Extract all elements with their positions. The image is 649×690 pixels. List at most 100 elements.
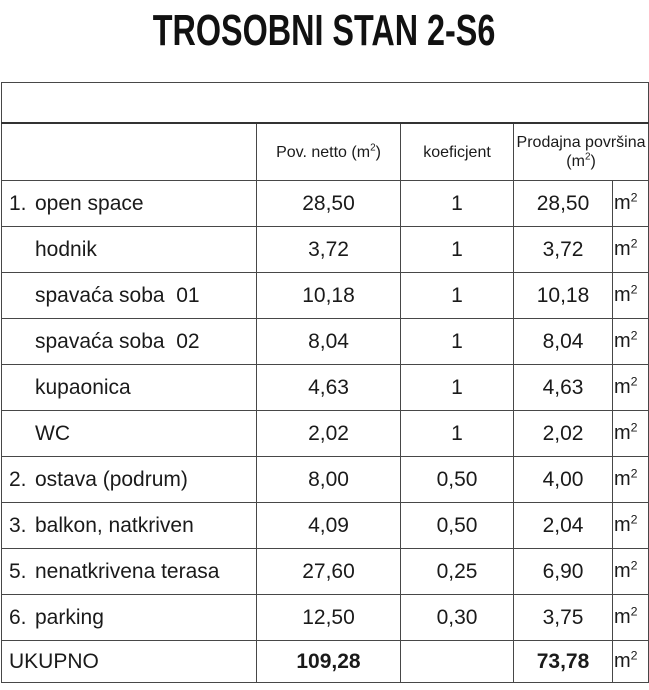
header-pov-netto: Pov. netto (m2): [256, 122, 401, 181]
unit-sup: 2: [630, 648, 638, 663]
unit-cell: m2: [611, 548, 649, 595]
unit-cell: m2: [611, 226, 649, 273]
netto-value: 4,09: [256, 502, 401, 549]
koeficjent-value: 1: [400, 180, 514, 227]
total-netto-value: 109,28: [256, 640, 401, 683]
unit-m: m: [614, 422, 631, 444]
row-label: WC: [1, 410, 257, 457]
netto-value: 4,63: [256, 364, 401, 411]
unit-cell: m2: [611, 180, 649, 227]
row-name: spavaća soba 01: [35, 283, 200, 307]
koeficjent-value: 0,50: [400, 456, 514, 503]
row-number: 5.: [9, 559, 27, 583]
prodajna-value: 8,04: [513, 318, 613, 365]
header-pov-netto-sup: 2: [370, 142, 376, 154]
unit-cell: m2: [611, 272, 649, 319]
header-prodajna-povrsina: Prodajna površina (m2): [512, 122, 649, 181]
table-total-row: UKUPNO 109,28 73,78 m2: [1, 640, 649, 683]
unit-sup: 2: [630, 420, 638, 435]
row-number: 2.: [9, 467, 27, 491]
koeficjent-value: 1: [400, 410, 514, 457]
koeficjent-value: 1: [400, 272, 514, 319]
unit-cell: m2: [611, 594, 649, 641]
netto-value: 3,72: [256, 226, 401, 273]
row-name: ostava (podrum): [35, 467, 188, 491]
prodajna-value: 2,04: [513, 502, 613, 549]
row-label: kupaonica: [1, 364, 257, 411]
table-row: 6. parking 12,50 0,30 3,75 m2: [1, 594, 649, 641]
unit-m: m: [614, 560, 631, 582]
total-prodajna-value: 73,78: [513, 640, 613, 683]
table-row: 3. balkon, natkriven 4,09 0,50 2,04 m2: [1, 502, 649, 549]
koeficjent-value: 1: [400, 318, 514, 365]
table-row: spavaća soba 02 8,04 1 8,04 m2: [1, 318, 649, 365]
prodajna-value: 28,50: [513, 180, 613, 227]
header-prodajna-line1: Prodajna površina: [516, 134, 646, 151]
row-label: 5. nenatkrivena terasa: [1, 548, 257, 595]
table-row: hodnik 3,72 1 3,72 m2: [1, 226, 649, 273]
koeficjent-value: 1: [400, 226, 514, 273]
table-row: 2. ostava (podrum) 8,00 0,50 4,00 m2: [1, 456, 649, 503]
row-name: parking: [35, 605, 104, 629]
unit-m: m: [614, 468, 631, 490]
netto-value: 8,04: [256, 318, 401, 365]
netto-value: 2,02: [256, 410, 401, 457]
unit-sup: 2: [630, 558, 638, 573]
unit-sup: 2: [630, 190, 638, 205]
unit-cell: m2: [611, 410, 649, 457]
row-label: 2. ostava (podrum): [1, 456, 257, 503]
header-prodajna-unit-sup: 2: [584, 151, 591, 163]
unit-sup: 2: [630, 512, 638, 527]
apartment-area-table: Pov. netto (m2) koeficjent Prodajna povr…: [0, 82, 649, 683]
table-header-row: Pov. netto (m2) koeficjent Prodajna povr…: [1, 122, 649, 181]
header-koeficjent: koeficjent: [400, 122, 514, 181]
header-pov-netto-text: Pov. netto (m: [276, 143, 371, 161]
header-pov-netto-close: ): [375, 143, 381, 161]
unit-m: m: [614, 606, 631, 628]
prodajna-value: 3,75: [513, 594, 613, 641]
row-name: WC: [35, 421, 70, 445]
row-number: 3.: [9, 513, 27, 537]
prodajna-value: 3,72: [513, 226, 613, 273]
row-label: hodnik: [1, 226, 257, 273]
unit-sup: 2: [630, 236, 638, 251]
prodajna-value: 4,00: [513, 456, 613, 503]
header-prodajna-unit-open: (m: [566, 153, 585, 170]
netto-value: 12,50: [256, 594, 401, 641]
total-label: UKUPNO: [1, 640, 257, 683]
unit-m: m: [614, 514, 631, 536]
koeficjent-value: 0,25: [400, 548, 514, 595]
unit-m: m: [614, 192, 631, 214]
unit-m: m: [614, 376, 631, 398]
table-row: kupaonica 4,63 1 4,63 m2: [1, 364, 649, 411]
unit-cell: m2: [611, 318, 649, 365]
table-row: 1. open space 28,50 1 28,50 m2: [1, 180, 649, 227]
netto-value: 10,18: [256, 272, 401, 319]
netto-value: 28,50: [256, 180, 401, 227]
table-row: spavaća soba 01 10,18 1 10,18 m2: [1, 272, 649, 319]
row-name: kupaonica: [35, 375, 131, 399]
unit-sup: 2: [630, 374, 638, 389]
netto-value: 27,60: [256, 548, 401, 595]
row-label: spavaća soba 01: [1, 272, 257, 319]
table-spacer-row: [0, 82, 649, 124]
page-title-text: TROSOBNI STAN 2-S6: [153, 6, 496, 55]
unit-m: m: [614, 238, 631, 260]
page-title: TROSOBNI STAN 2-S6: [0, 6, 649, 56]
row-name: spavaća soba 02: [35, 329, 200, 353]
unit-m: m: [614, 330, 631, 352]
row-number: 6.: [9, 605, 27, 629]
netto-value: 8,00: [256, 456, 401, 503]
unit-m: m: [614, 284, 631, 306]
unit-m: m: [614, 650, 631, 672]
koeficjent-value: 1: [400, 364, 514, 411]
row-number: 1.: [9, 191, 27, 215]
row-name: nenatkrivena terasa: [35, 559, 220, 583]
prodajna-value: 6,90: [513, 548, 613, 595]
header-empty-cell: [1, 122, 257, 181]
unit-sup: 2: [630, 604, 638, 619]
unit-sup: 2: [630, 328, 638, 343]
row-label: 3. balkon, natkriven: [1, 502, 257, 549]
unit-cell: m2: [611, 456, 649, 503]
unit-sup: 2: [630, 466, 638, 481]
